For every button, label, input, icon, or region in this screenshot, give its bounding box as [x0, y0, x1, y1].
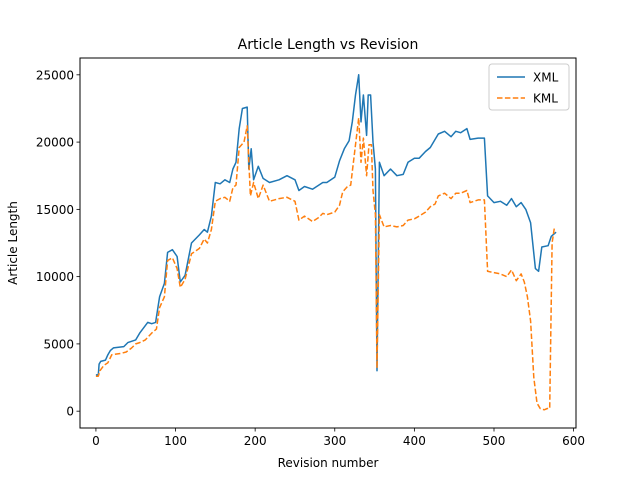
x-axis: 0 100 200 300 400 500 600 [92, 428, 585, 448]
legend: XML KML [488, 63, 570, 111]
y-tick-label: 25000 [36, 68, 74, 82]
y-axis-label: Article Length [6, 201, 20, 285]
x-tick-label: 200 [244, 434, 267, 448]
x-tick-label: 400 [403, 434, 426, 448]
x-tick-label: 0 [92, 434, 100, 448]
y-tick-label: 10000 [36, 270, 74, 284]
x-tick-label: 600 [562, 434, 585, 448]
chart-title: Article Length vs Revision [238, 37, 419, 53]
series-xml-line [95, 74, 557, 376]
x-tick-label: 300 [323, 434, 346, 448]
plot-area [95, 74, 557, 411]
legend-label-kml: KML [533, 92, 558, 106]
y-tick-label: 15000 [36, 203, 74, 217]
x-tick-label: 500 [483, 434, 506, 448]
legend-label-xml: XML [533, 71, 559, 85]
x-axis-label: Revision number [278, 456, 379, 470]
y-axis: 0 5000 10000 15000 20000 25000 [36, 68, 80, 419]
y-tick-label: 5000 [43, 337, 74, 351]
axes-frame [79, 57, 577, 429]
y-tick-label: 0 [66, 405, 74, 419]
series-kml-line [95, 117, 556, 411]
x-tick-label: 100 [164, 434, 187, 448]
y-tick-label: 20000 [36, 136, 74, 150]
